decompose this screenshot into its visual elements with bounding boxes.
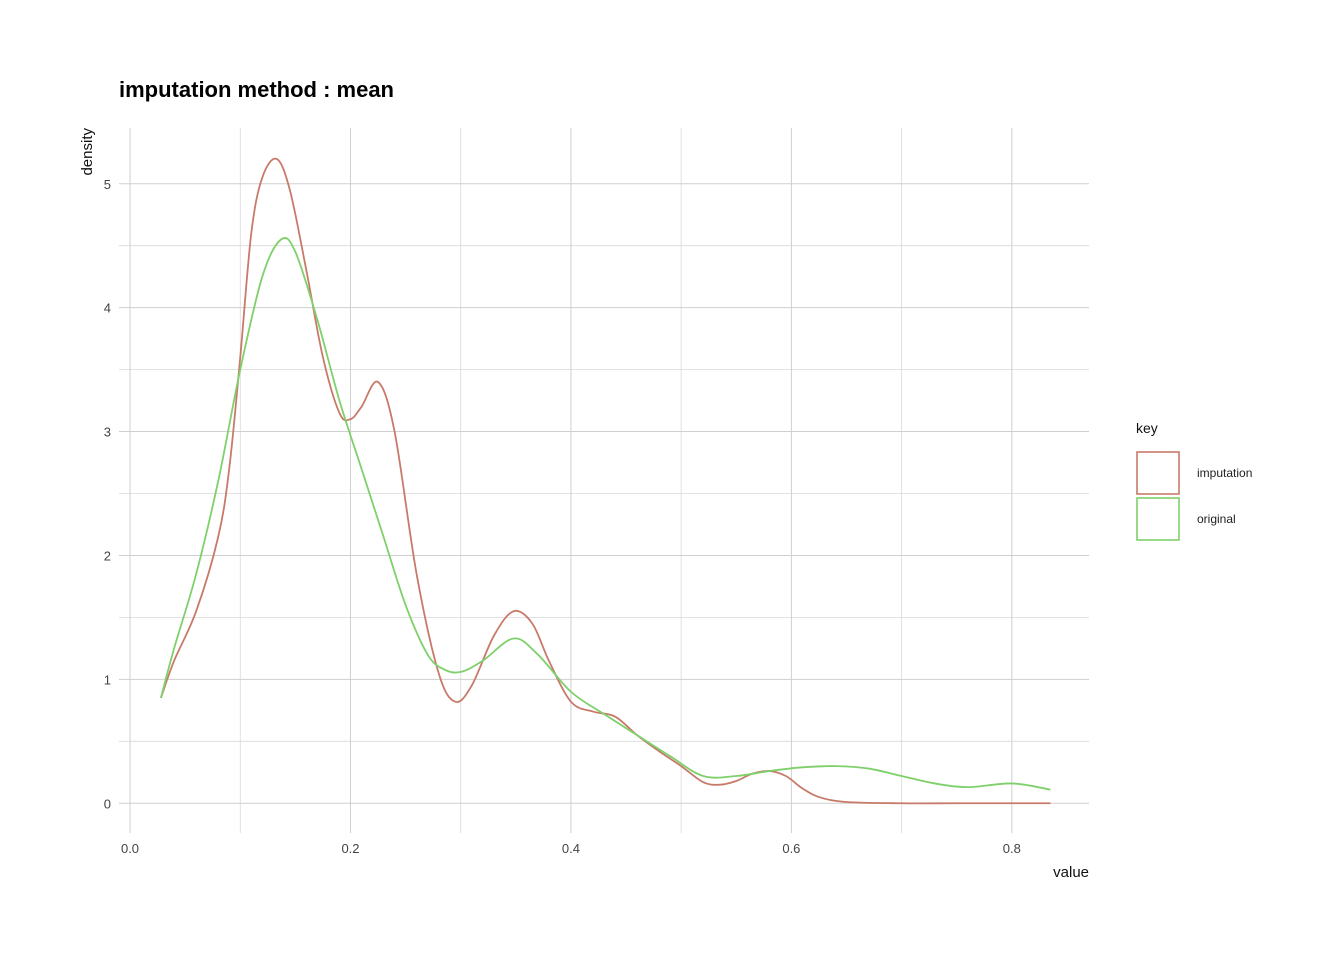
y-tick-label: 1 [104,672,111,687]
y-axis-ticks: 0 1 2 3 4 5 [104,177,111,812]
series-layer [160,157,1051,805]
x-axis-ticks: 0.0 0.2 0.4 0.6 0.8 [121,841,1021,856]
x-tick-label: 0.6 [782,841,800,856]
grid [119,128,1089,833]
legend-label-imputation: imputation [1197,466,1252,480]
x-tick-label: 0.0 [121,841,139,856]
chart-title: imputation method : mean [119,77,394,102]
legend-title: key [1136,420,1158,436]
x-tick-label: 0.2 [341,841,359,856]
y-tick-label: 5 [104,177,111,192]
y-tick-label: 3 [104,425,111,440]
y-tick-label: 0 [104,796,111,811]
legend-label-original: original [1197,512,1236,526]
y-tick-label: 2 [104,548,111,563]
y-tick-label: 4 [104,301,111,316]
x-tick-label: 0.4 [562,841,580,856]
legend-key-imputation [1136,451,1180,495]
x-axis-title: value [1053,864,1089,881]
legend-key-original [1136,497,1180,541]
legend: key imputation original [1136,420,1252,541]
series-line-original [160,236,1051,791]
series-line-imputation [160,157,1051,805]
x-tick-label: 0.8 [1003,841,1021,856]
y-axis-title: density [79,128,96,176]
